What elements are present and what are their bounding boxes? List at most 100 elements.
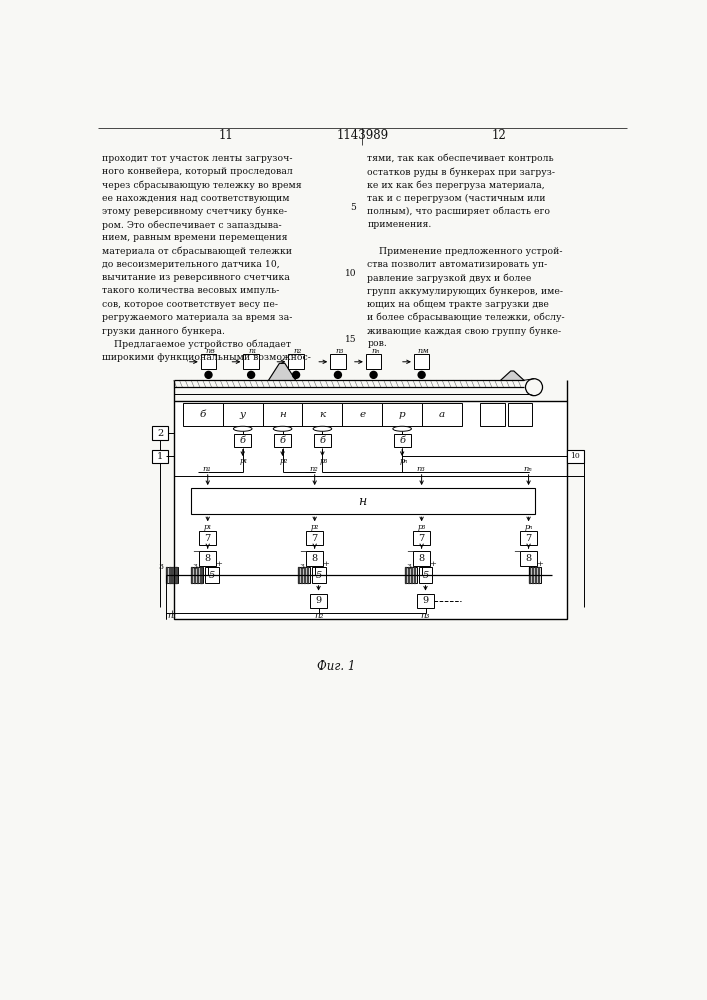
- Bar: [183, 403, 223, 426]
- Polygon shape: [534, 567, 537, 583]
- Text: р: р: [399, 410, 405, 419]
- Bar: [306, 551, 323, 566]
- Text: Предлагаемое устройство обладает: Предлагаемое устройство обладает: [102, 339, 291, 349]
- Text: 8: 8: [419, 554, 425, 563]
- Bar: [417, 594, 434, 608]
- Text: ром. Это обеспечивает с запаздыва-: ром. Это обеспечивает с запаздыва-: [102, 220, 281, 230]
- Text: вычитание из реверсивного счетчика: вычитание из реверсивного счетчика: [102, 273, 289, 282]
- Polygon shape: [538, 567, 539, 583]
- Bar: [382, 403, 422, 426]
- Bar: [520, 531, 537, 545]
- Text: 3: 3: [299, 563, 304, 571]
- Text: б: б: [279, 436, 286, 445]
- Text: р₁: р₁: [240, 457, 248, 465]
- Text: живающие каждая свою группу бунке-: живающие каждая свою группу бунке-: [368, 326, 561, 336]
- Text: материала от сбрасывающей тележки: материала от сбрасывающей тележки: [102, 247, 291, 256]
- Ellipse shape: [274, 426, 292, 431]
- Text: 7: 7: [204, 534, 211, 543]
- Bar: [566, 450, 583, 463]
- Ellipse shape: [393, 426, 411, 431]
- Bar: [262, 403, 303, 426]
- Text: 11: 11: [218, 129, 233, 142]
- Text: нием, равным времени перемещения: нием, равным времени перемещения: [102, 233, 287, 242]
- Text: 3: 3: [192, 563, 197, 571]
- Bar: [191, 567, 203, 583]
- Text: у: у: [240, 410, 246, 419]
- Polygon shape: [197, 567, 199, 583]
- Polygon shape: [304, 567, 305, 583]
- Circle shape: [247, 371, 255, 378]
- Ellipse shape: [313, 426, 332, 431]
- Polygon shape: [269, 363, 296, 380]
- Polygon shape: [414, 567, 416, 583]
- Bar: [298, 567, 310, 583]
- Polygon shape: [307, 567, 308, 583]
- Text: 12: 12: [492, 129, 506, 142]
- Text: до весоизмерительного датчика 10,: до весоизмерительного датчика 10,: [102, 260, 279, 269]
- Text: 5: 5: [422, 571, 428, 580]
- Text: тями, так как обеспечивает контроль: тями, так как обеспечивает контроль: [368, 154, 554, 163]
- Polygon shape: [175, 567, 177, 583]
- Text: Фиг. 1: Фиг. 1: [317, 660, 356, 673]
- Text: так и с перегрузом (частичным или: так и с перегрузом (частичным или: [368, 194, 546, 203]
- Bar: [419, 567, 433, 583]
- Text: 3: 3: [406, 563, 411, 571]
- Text: п₂: п₂: [310, 465, 318, 473]
- Text: −: −: [192, 548, 199, 556]
- Text: +: +: [429, 560, 436, 568]
- Text: п₁: п₁: [248, 347, 257, 355]
- Bar: [508, 403, 532, 426]
- Text: п₃: п₃: [416, 465, 425, 473]
- Bar: [274, 434, 291, 447]
- Text: −: −: [300, 548, 307, 556]
- Polygon shape: [194, 567, 195, 583]
- Text: сов, которое соответствует весу пе-: сов, которое соответствует весу пе-: [102, 300, 278, 309]
- Text: ного конвейера, который проследовал: ного конвейера, который проследовал: [102, 167, 292, 176]
- Text: такого количества весовых импуль-: такого количества весовых импуль-: [102, 286, 279, 295]
- Text: е: е: [359, 410, 366, 419]
- Text: 1143989: 1143989: [337, 129, 388, 142]
- Bar: [166, 567, 178, 583]
- Text: этому реверсивному счетчику бунке-: этому реверсивному счетчику бунке-: [102, 207, 286, 216]
- Text: 9: 9: [315, 596, 322, 605]
- Ellipse shape: [233, 426, 252, 431]
- Text: 5: 5: [315, 571, 322, 580]
- Text: пₙ: пₙ: [371, 347, 380, 355]
- Bar: [306, 531, 323, 545]
- Text: н: н: [358, 495, 367, 508]
- Text: равление загрузкой двух и более: равление загрузкой двух и более: [368, 273, 532, 283]
- Text: +: +: [536, 560, 543, 568]
- Circle shape: [370, 371, 377, 378]
- Polygon shape: [172, 567, 174, 583]
- Text: 3: 3: [159, 563, 164, 571]
- Text: грузки данного бункера.: грузки данного бункера.: [102, 326, 225, 336]
- Bar: [223, 403, 262, 426]
- Bar: [414, 354, 429, 369]
- Bar: [152, 426, 168, 440]
- Bar: [243, 354, 259, 369]
- Text: 8: 8: [312, 554, 317, 563]
- Polygon shape: [166, 567, 168, 583]
- Polygon shape: [169, 567, 170, 583]
- Circle shape: [205, 371, 212, 378]
- Text: через сбрасывающую тележку во время: через сбрасывающую тележку во время: [102, 180, 301, 190]
- Text: р₂: р₂: [310, 523, 319, 531]
- Polygon shape: [200, 567, 201, 583]
- Text: и более сбрасывающие тележки, обслу-: и более сбрасывающие тележки, обслу-: [368, 313, 565, 322]
- Bar: [342, 403, 382, 426]
- Text: Применение предложенного устрой-: Применение предложенного устрой-: [368, 247, 563, 256]
- Polygon shape: [529, 567, 530, 583]
- Text: 1: 1: [157, 452, 163, 461]
- Text: п₁: п₁: [168, 611, 177, 620]
- Bar: [191, 488, 534, 514]
- Text: остатков руды в бункерах при загруз-: остатков руды в бункерах при загруз-: [368, 167, 556, 177]
- Text: а: а: [439, 410, 445, 419]
- Text: 8: 8: [204, 554, 211, 563]
- Text: рₙ: рₙ: [525, 523, 533, 531]
- Polygon shape: [298, 567, 299, 583]
- Text: п₂: п₂: [314, 611, 323, 620]
- Text: б: б: [399, 436, 405, 445]
- Text: н: н: [279, 410, 286, 419]
- Bar: [480, 403, 505, 426]
- Text: 7: 7: [525, 534, 532, 543]
